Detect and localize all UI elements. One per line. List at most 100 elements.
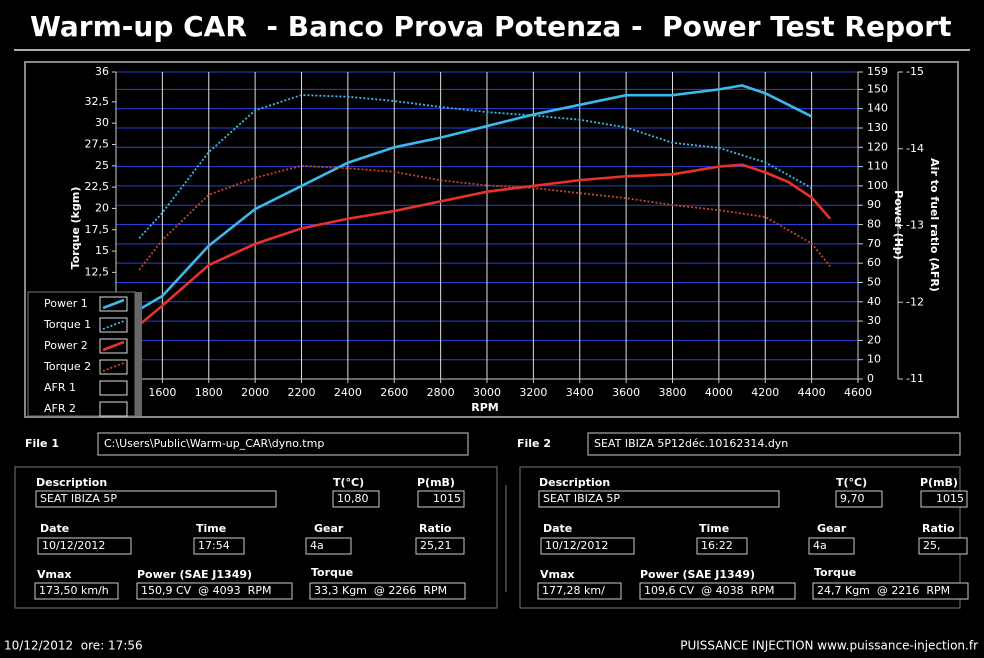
y3-tick-label: -13 xyxy=(906,219,924,232)
y2-tick-label: 110 xyxy=(867,160,888,173)
y2-tick-label: 120 xyxy=(867,140,888,153)
field-box xyxy=(193,537,245,555)
field-label: Description xyxy=(36,476,107,489)
field-value: 10/12/2012 xyxy=(545,539,608,552)
x-tick-label: 2000 xyxy=(241,386,269,399)
legend-swatch xyxy=(99,380,128,396)
footer-date: 10/12/2012 ore: 17:56 xyxy=(4,639,143,653)
y2-tick-label: 140 xyxy=(867,102,888,115)
field-box xyxy=(35,490,277,508)
title: Warm-up CAR - Banco Prova Potenza - Powe… xyxy=(30,10,951,43)
y2-tick-label: 80 xyxy=(867,218,881,231)
field-box xyxy=(305,537,352,555)
field-box xyxy=(537,582,622,600)
x-tick-label: 2400 xyxy=(334,386,362,399)
legend-label: Torque 2 xyxy=(43,360,91,373)
field-value: 33,3 Kgm @ 2266 RPM xyxy=(314,584,447,597)
field-box xyxy=(136,582,293,600)
field-value: 16:22 xyxy=(701,539,733,552)
y2-tick-label: 10 xyxy=(867,353,881,366)
field-box xyxy=(918,537,968,555)
y-tick-label: 17,5 xyxy=(85,223,110,236)
field-label: Ratio xyxy=(419,522,452,535)
field-label: Gear xyxy=(314,522,344,535)
series-line xyxy=(138,163,832,326)
legend-label: Power 2 xyxy=(44,339,88,352)
x-tick-label: 2200 xyxy=(288,386,316,399)
field-value: 109,6 CV @ 4038 RPM xyxy=(644,584,774,597)
y-tick-label: 20 xyxy=(95,201,109,214)
field-value: SEAT IBIZA 5P xyxy=(543,492,620,505)
x-tick-label: 1800 xyxy=(195,386,223,399)
field-label: P(mB) xyxy=(920,476,958,489)
field-box xyxy=(920,490,968,508)
series-line xyxy=(138,94,813,239)
y2-tick-label: 90 xyxy=(867,198,881,211)
file-label: File 1 xyxy=(25,437,59,450)
field-value: 10/12/2012 xyxy=(42,539,105,552)
field-box xyxy=(540,537,635,555)
field-label: T(°C) xyxy=(333,476,364,489)
field-label: Date xyxy=(40,522,69,535)
field-box xyxy=(538,490,780,508)
y-tick-label: 15 xyxy=(95,244,109,257)
x-tick-label: 3200 xyxy=(519,386,547,399)
y2-tick-label: 100 xyxy=(867,179,888,192)
y-tick-label: 30 xyxy=(95,116,109,129)
footer-credit: PUISSANCE INJECTION www.puissance-inject… xyxy=(680,639,978,653)
field-label: T(°C) xyxy=(836,476,867,489)
field-label: Date xyxy=(543,522,572,535)
x-tick-label: 3800 xyxy=(659,386,687,399)
x-tick-label: 2800 xyxy=(427,386,455,399)
field-box xyxy=(808,537,855,555)
y3-axis-label: Air to fuel ratio (AFR) xyxy=(928,158,941,292)
field-value: 24,7 Kgm @ 2216 RPM xyxy=(817,584,950,597)
y-tick-label: 25 xyxy=(95,159,109,172)
x-tick-label: 4600 xyxy=(844,386,872,399)
y2-tick-label: 159 xyxy=(867,65,888,78)
y2-axis-label: Power (Hp) xyxy=(892,190,905,260)
y3-tick-label: -14 xyxy=(906,142,924,155)
field-box xyxy=(332,490,380,508)
chart-frame xyxy=(24,61,959,418)
field-value: 10,80 xyxy=(337,492,369,505)
y2-tick-label: 60 xyxy=(867,256,881,269)
field-box xyxy=(835,490,883,508)
legend-swatch xyxy=(99,359,128,375)
y2-tick-label: 40 xyxy=(867,295,881,308)
y-tick-label: 27,5 xyxy=(85,137,110,150)
field-label: Gear xyxy=(817,522,847,535)
x-tick-label: 3400 xyxy=(566,386,594,399)
y3-tick-label: -11 xyxy=(906,372,924,385)
legend-swatch xyxy=(99,401,128,417)
y2-tick-label: 30 xyxy=(867,314,881,327)
series-line xyxy=(138,84,813,311)
field-box xyxy=(34,582,119,600)
field-label: P(mB) xyxy=(417,476,455,489)
x-axis-label: RPM xyxy=(471,401,498,414)
field-label: Description xyxy=(539,476,610,489)
field-label: Torque xyxy=(814,566,856,579)
file-path: SEAT IBIZA 5P12déc.10162314.dyn xyxy=(594,437,788,450)
x-tick-label: 3600 xyxy=(612,386,640,399)
x-tick-label: 4000 xyxy=(705,386,733,399)
y2-tick-label: 0 xyxy=(867,372,874,385)
legend-line xyxy=(102,340,125,352)
field-box xyxy=(415,537,465,555)
field-value: 1015 xyxy=(936,492,964,505)
x-tick-label: 4200 xyxy=(751,386,779,399)
field-label: Ratio xyxy=(922,522,955,535)
y3-tick-label: -15 xyxy=(906,65,924,78)
field-box xyxy=(696,537,748,555)
x-tick-label: 2600 xyxy=(380,386,408,399)
file-box xyxy=(587,432,961,456)
field-box xyxy=(309,582,466,600)
field-value: 177,28 km/ xyxy=(542,584,605,597)
file-box xyxy=(97,432,469,456)
y2-tick-label: 20 xyxy=(867,333,881,346)
field-label: Power (SAE J1349) xyxy=(640,568,755,581)
legend-label: Power 1 xyxy=(44,297,88,310)
legend-scrollbar xyxy=(135,292,142,416)
field-box xyxy=(417,490,465,508)
legend-line xyxy=(102,298,125,310)
